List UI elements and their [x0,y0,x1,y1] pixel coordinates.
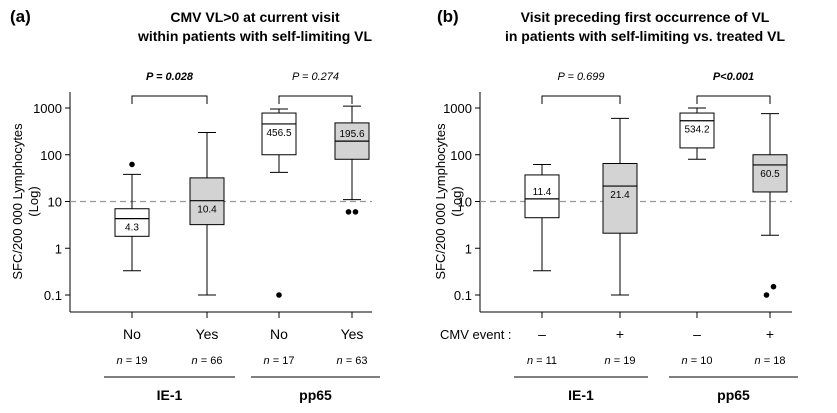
x-category-label: No [123,326,141,342]
outlier-point [352,209,359,215]
y-tick-label: 100 [450,148,472,163]
box-iqr [261,112,297,156]
chart-title-line: CMV VL>0 at current visit [170,9,340,25]
box-iqr [524,174,560,219]
chart-title-line: in patients with self-limiting vs. treat… [505,28,785,44]
x-category-label: + [616,326,624,342]
group-label: IE-1 [157,387,183,403]
y-tick-label: 1000 [443,101,472,116]
comparison-bracket [131,95,208,104]
median-label: 4.3 [125,223,139,234]
group-label: IE-1 [568,387,594,403]
n-label: n = 10 [682,355,713,367]
median-label: 534.2 [684,125,709,136]
x-category-label: – [538,326,546,342]
median-label: 11.4 [533,187,552,198]
box-2: 534.2 – n = 10 [679,107,715,367]
median-label: 10.4 [197,205,217,216]
x-category-label: No [270,326,288,342]
n-label: n = 66 [192,355,223,367]
chart-title-line: Visit preceding first occurrence of VL [521,9,770,25]
box-iqr [679,112,715,149]
y-tick-label: 1000 [33,101,62,116]
event-label: CMV event : [440,327,512,342]
n-label: n = 19 [605,355,636,367]
box-iqr [752,154,788,193]
box-3: 195.6 Yes n = 63 [334,105,370,367]
y-tick-label: 0.1 [44,288,62,303]
median-label: 21.4 [610,190,630,201]
box-0: 11.4 – n = 11 [524,163,560,367]
panel-b: (b) Visit preceding first occurrence of V… [433,7,798,403]
outlier-point [770,283,777,290]
y-tick-label: 0.1 [454,288,472,303]
y-tick-label: 10 [48,195,62,210]
outlier-point [345,209,352,215]
y-axis-label: (Log) [26,186,41,216]
n-label: n = 18 [755,355,786,367]
box-1: 10.4 Yes n = 66 [189,131,225,367]
n-label: n = 11 [527,355,557,367]
y-tick-label: 1 [465,241,472,256]
comparison-bracket [541,95,621,104]
box-0: 4.3 No n = 19 [114,161,150,367]
y-tick-label: 100 [40,148,62,163]
n-label: n = 19 [117,355,148,367]
outlier-point [129,161,135,168]
panel-letter: (b) [437,7,459,26]
box-1: 21.4 + n = 19 [602,117,638,367]
box-2: 456.5 No n = 17 [261,108,297,367]
box-iqr [114,208,150,237]
x-category-label: Yes [196,326,219,342]
panel-letter: (a) [10,7,31,26]
median-label: 195.6 [339,129,364,140]
y-axis-label: SFC/200 000 Lymphocytes [10,123,25,280]
box-iqr [602,162,638,234]
group-label: pp65 [299,387,332,403]
comparison-bracket [278,95,353,104]
chart-title-line: within patients with self-limiting VL [137,28,373,44]
y-tick-label: 10 [458,195,472,210]
x-category-label: + [766,326,774,342]
y-axis-label: (Log) [449,186,464,216]
x-category-label: Yes [341,326,364,342]
n-label: n = 17 [264,355,295,367]
y-axis-label: SFC/200 000 Lymphocytes [433,123,448,280]
p-value: P = 0.274 [292,71,339,83]
x-category-label: – [693,326,701,342]
n-label: n = 63 [337,355,368,367]
box-3: 60.5 + n = 18 [752,113,788,367]
p-value: P<0.001 [713,71,754,83]
comparison-bracket [696,95,771,104]
group-label: pp65 [717,387,750,403]
median-label: 60.5 [760,169,780,180]
p-value: P = 0.028 [146,71,194,83]
panel-a: (a) CMV VL>0 at current visit within patie… [10,7,380,403]
outlier-point [276,292,282,298]
outlier-point [763,292,770,298]
median-label: 456.5 [266,128,291,139]
y-tick-label: 1 [55,241,62,256]
p-value: P = 0.699 [558,71,605,83]
